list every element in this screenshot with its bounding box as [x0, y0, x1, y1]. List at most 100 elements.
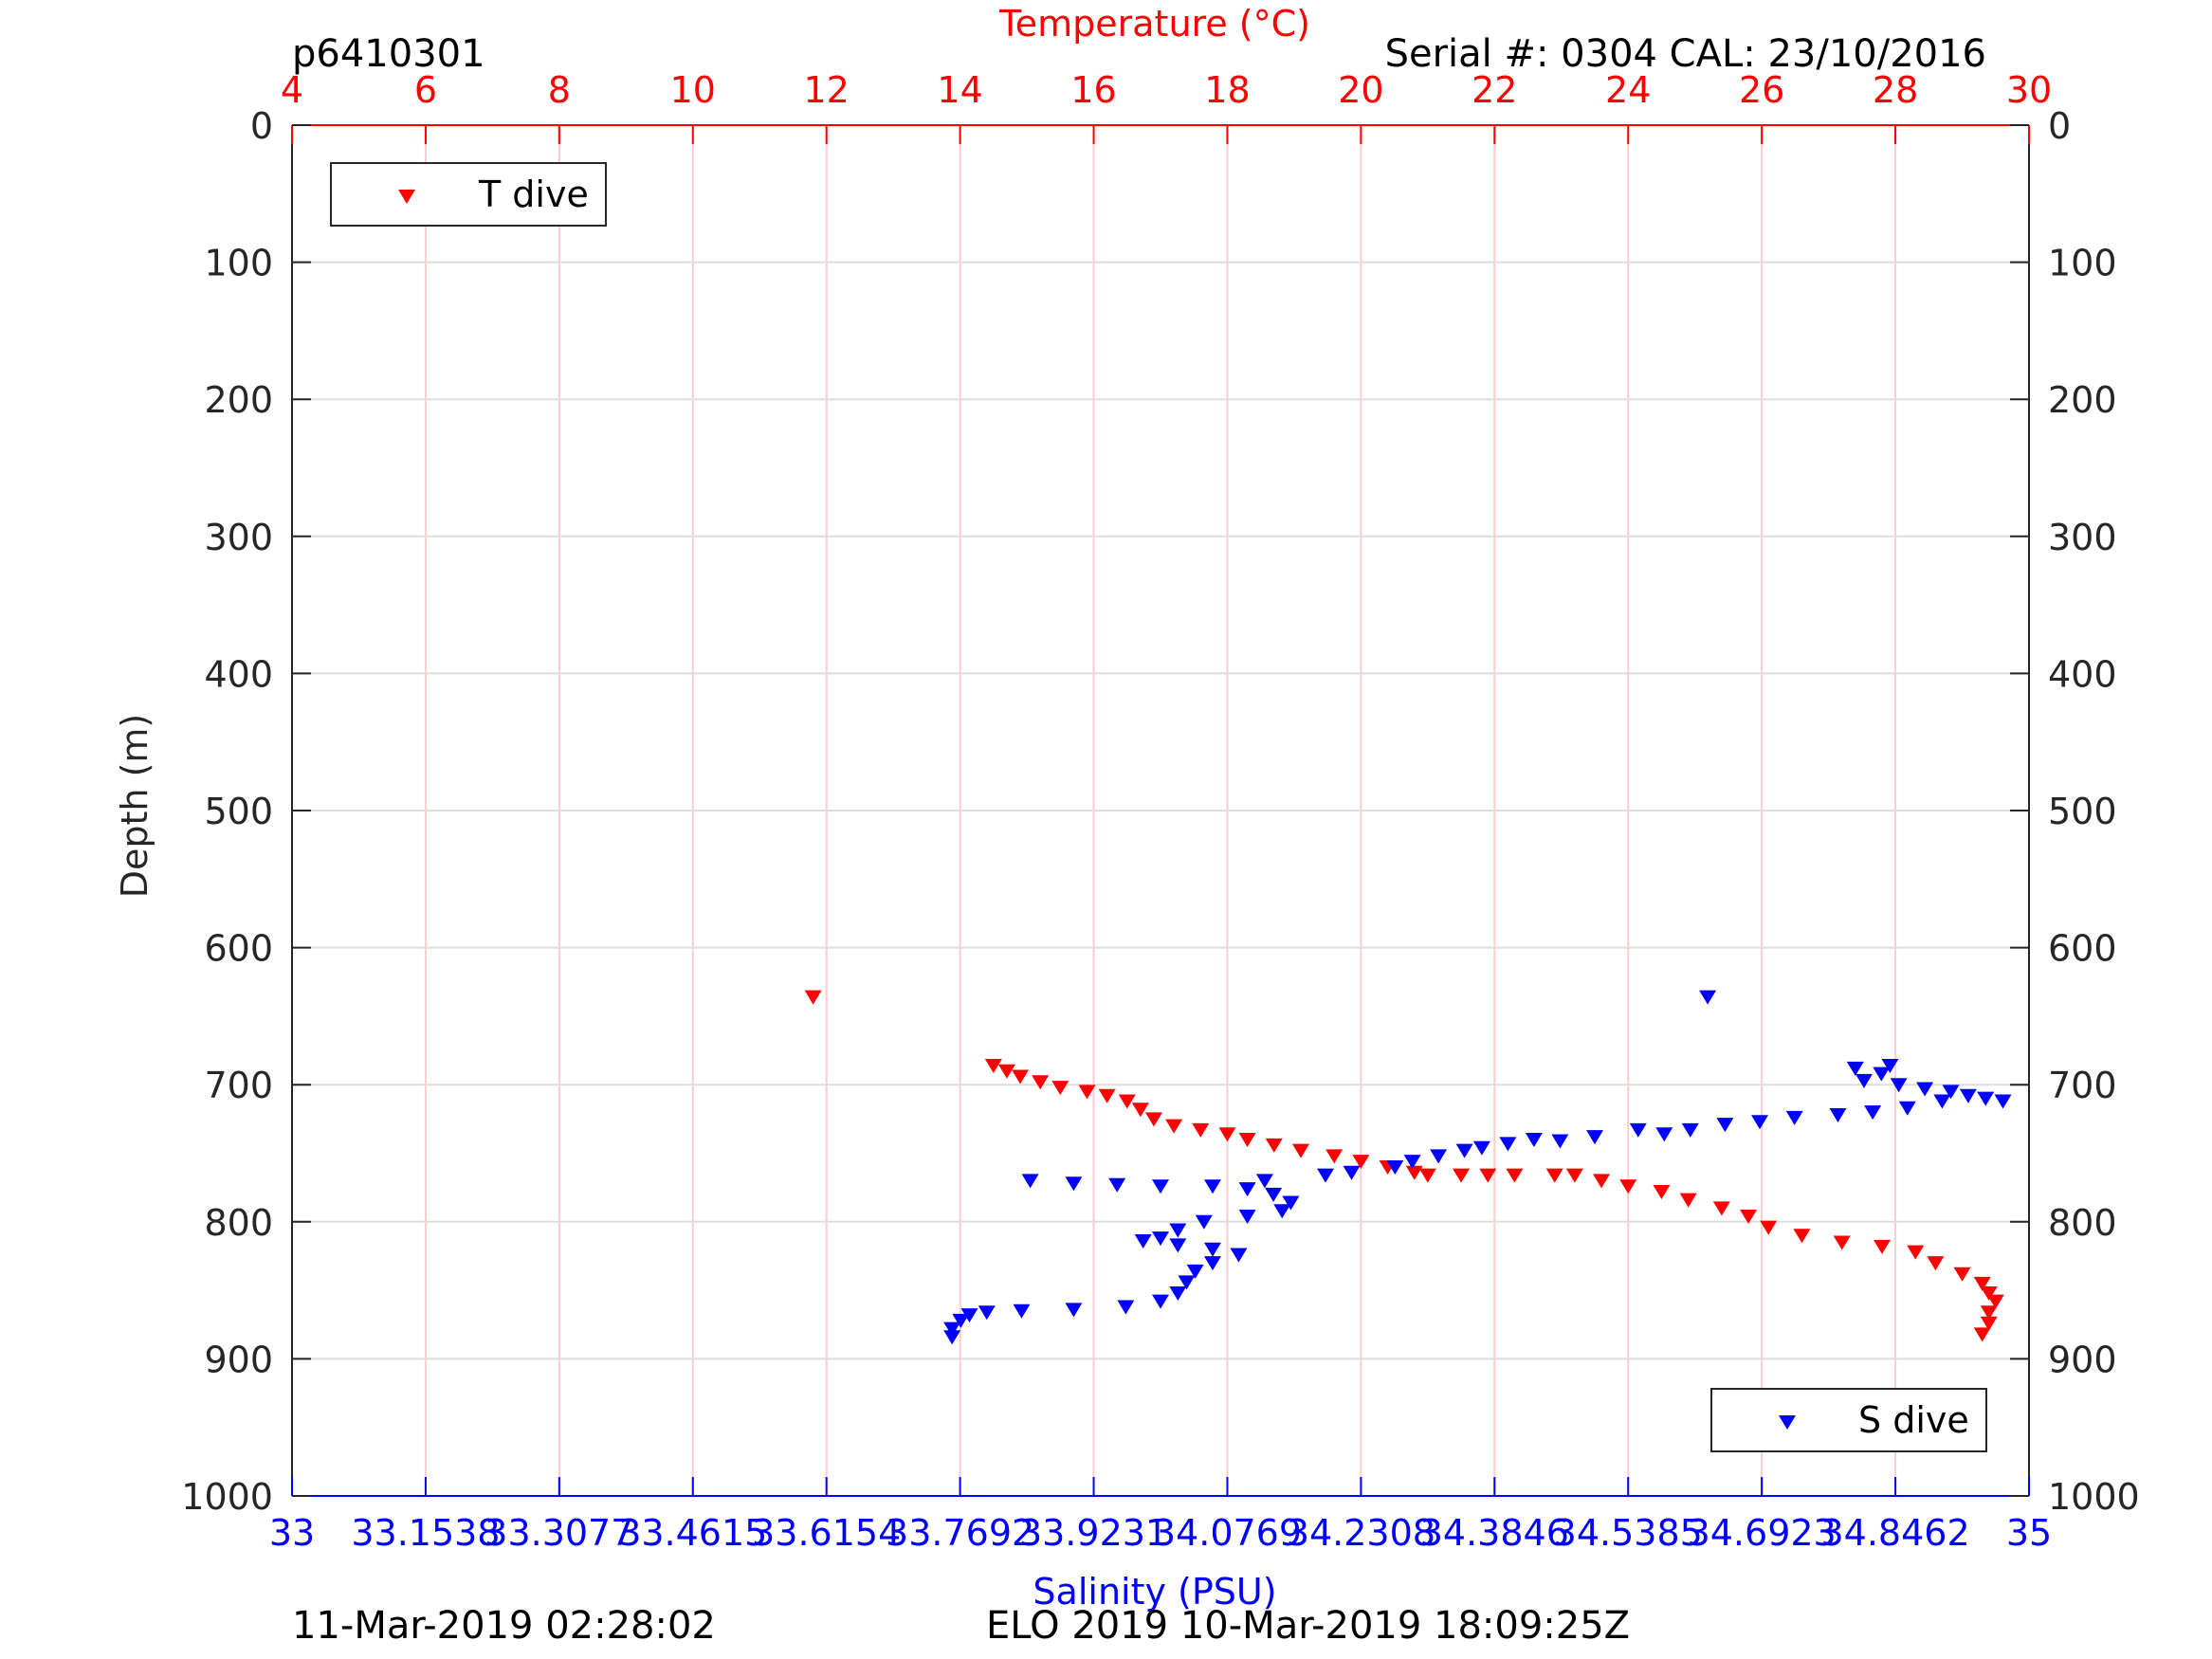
bottom-axis-tick-label: 34.0769 [1153, 1512, 1302, 1554]
data-point [1479, 1168, 1497, 1183]
data-point [1980, 1316, 1998, 1331]
data-point [1873, 1239, 1891, 1254]
data-point [1833, 1235, 1851, 1250]
right-axis-tick-label: 900 [2048, 1339, 2117, 1380]
data-point [1653, 1184, 1671, 1199]
left-axis-tick-label: 700 [204, 1065, 273, 1106]
data-point [1881, 1058, 1899, 1073]
data-point [978, 1305, 996, 1321]
data-point [960, 1308, 978, 1323]
bottom-axis-title: Salinity (PSU) [1033, 1571, 1276, 1613]
data-point [1907, 1245, 1925, 1260]
bottom-axis-tick-label: 33.6154 [752, 1512, 901, 1554]
data-point [1169, 1285, 1187, 1301]
data-point [1716, 1118, 1734, 1133]
data-point [943, 1322, 961, 1337]
data-point [1586, 1130, 1603, 1145]
data-point [1291, 1143, 1309, 1158]
top-axis-tick-label: 16 [1070, 69, 1116, 111]
data-point [1203, 1242, 1221, 1257]
top-axis-tick-label: 14 [937, 69, 982, 111]
data-point [1619, 1179, 1637, 1194]
data-point [1078, 1085, 1096, 1100]
data-point [1629, 1122, 1647, 1138]
bottom-axis-tick-label: 34.6923 [1688, 1512, 1837, 1554]
data-point [1898, 1101, 1916, 1116]
serial-cal-label: Serial #: 0304 CAL: 23/10/2016 [1385, 32, 1986, 76]
data-point [1499, 1137, 1517, 1152]
legend-t-dive: T dive [330, 162, 607, 227]
top-axis-tick-label: 24 [1605, 69, 1651, 111]
left-axis-tick-label: 300 [204, 517, 273, 558]
data-point [1134, 1234, 1152, 1249]
data-point [1238, 1210, 1256, 1225]
data-point [1152, 1179, 1169, 1194]
data-point [1980, 1285, 1998, 1301]
top-axis-tick-label: 4 [281, 69, 303, 111]
top-axis-tick-label: 28 [1873, 69, 1918, 111]
legend-s-dive-marker-icon [1779, 1415, 1796, 1430]
data-point [1525, 1133, 1543, 1148]
legend-t-dive-marker-icon [398, 190, 415, 204]
bottom-axis-tick-label: 33.3077 [484, 1512, 633, 1554]
bottom-axis-tick-label: 33.1538 [351, 1512, 500, 1554]
data-point [1051, 1081, 1069, 1096]
data-point [1793, 1229, 1811, 1244]
data-point [1282, 1195, 1300, 1211]
legend-s-dive: S dive [1710, 1388, 1987, 1452]
s-dive-series [943, 990, 2012, 1345]
data-point [1681, 1122, 1699, 1138]
bottom-axis-tick-label: 33.9231 [1019, 1512, 1168, 1554]
data-point [1506, 1168, 1524, 1183]
data-point [1152, 1294, 1169, 1309]
data-point [1405, 1165, 1423, 1180]
data-point [1032, 1075, 1050, 1090]
right-axis-tick-label: 200 [2048, 379, 2117, 421]
data-point [1192, 1122, 1210, 1138]
bottom-axis-tick-label: 34.3846 [1420, 1512, 1569, 1554]
data-point [1430, 1149, 1448, 1164]
left-axis-tick-label: 600 [204, 928, 273, 970]
t-dive-series [804, 990, 2004, 1342]
right-axis-tick-label: 400 [2048, 653, 2117, 695]
data-point [1785, 1110, 1803, 1125]
data-point [1317, 1168, 1335, 1183]
data-point [1890, 1078, 1908, 1093]
data-point [1265, 1138, 1283, 1153]
legend-s-dive-label: S dive [1858, 1399, 1969, 1441]
data-point [1927, 1256, 1945, 1271]
data-point [1325, 1149, 1344, 1164]
data-point [1829, 1108, 1847, 1123]
data-point [1117, 1300, 1135, 1315]
footer-timestamp-left: 11-Mar-2019 02:28:02 [292, 1604, 716, 1648]
bottom-axis-tick-label: 33.4615 [618, 1512, 767, 1554]
top-axis-tick-label: 30 [2006, 69, 2052, 111]
data-point [1230, 1248, 1248, 1263]
grid [292, 125, 2029, 1496]
footer-timestamp-right: ELO 2019 10-Mar-2019 18:09:25Z [986, 1604, 1630, 1648]
data-point [1238, 1133, 1256, 1148]
data-point [1472, 1140, 1490, 1156]
bottom-axis-tick-label: 33 [269, 1512, 315, 1554]
data-point [952, 1313, 970, 1328]
left-axis-tick-label: 900 [204, 1339, 273, 1380]
left-axis-tick-label: 1000 [181, 1476, 273, 1518]
data-point [1453, 1168, 1471, 1183]
data-point [1218, 1127, 1236, 1142]
data-point [1118, 1094, 1136, 1109]
left-axis-tick-label: 200 [204, 379, 273, 421]
data-point [1178, 1275, 1196, 1290]
data-point [1873, 1066, 1891, 1082]
data-point [1986, 1294, 2004, 1309]
bottom-axis-tick-label: 34.8462 [1821, 1512, 1970, 1554]
data-point [804, 990, 822, 1005]
right-axis-tick-label: 700 [2048, 1065, 2117, 1106]
data-point [1977, 1091, 1995, 1106]
data-point [943, 1330, 961, 1345]
data-point [1203, 1179, 1221, 1194]
right-axis-tick-label: 500 [2048, 791, 2117, 832]
data-point [1273, 1204, 1291, 1219]
data-point [1131, 1103, 1149, 1118]
data-point [1994, 1094, 2012, 1109]
